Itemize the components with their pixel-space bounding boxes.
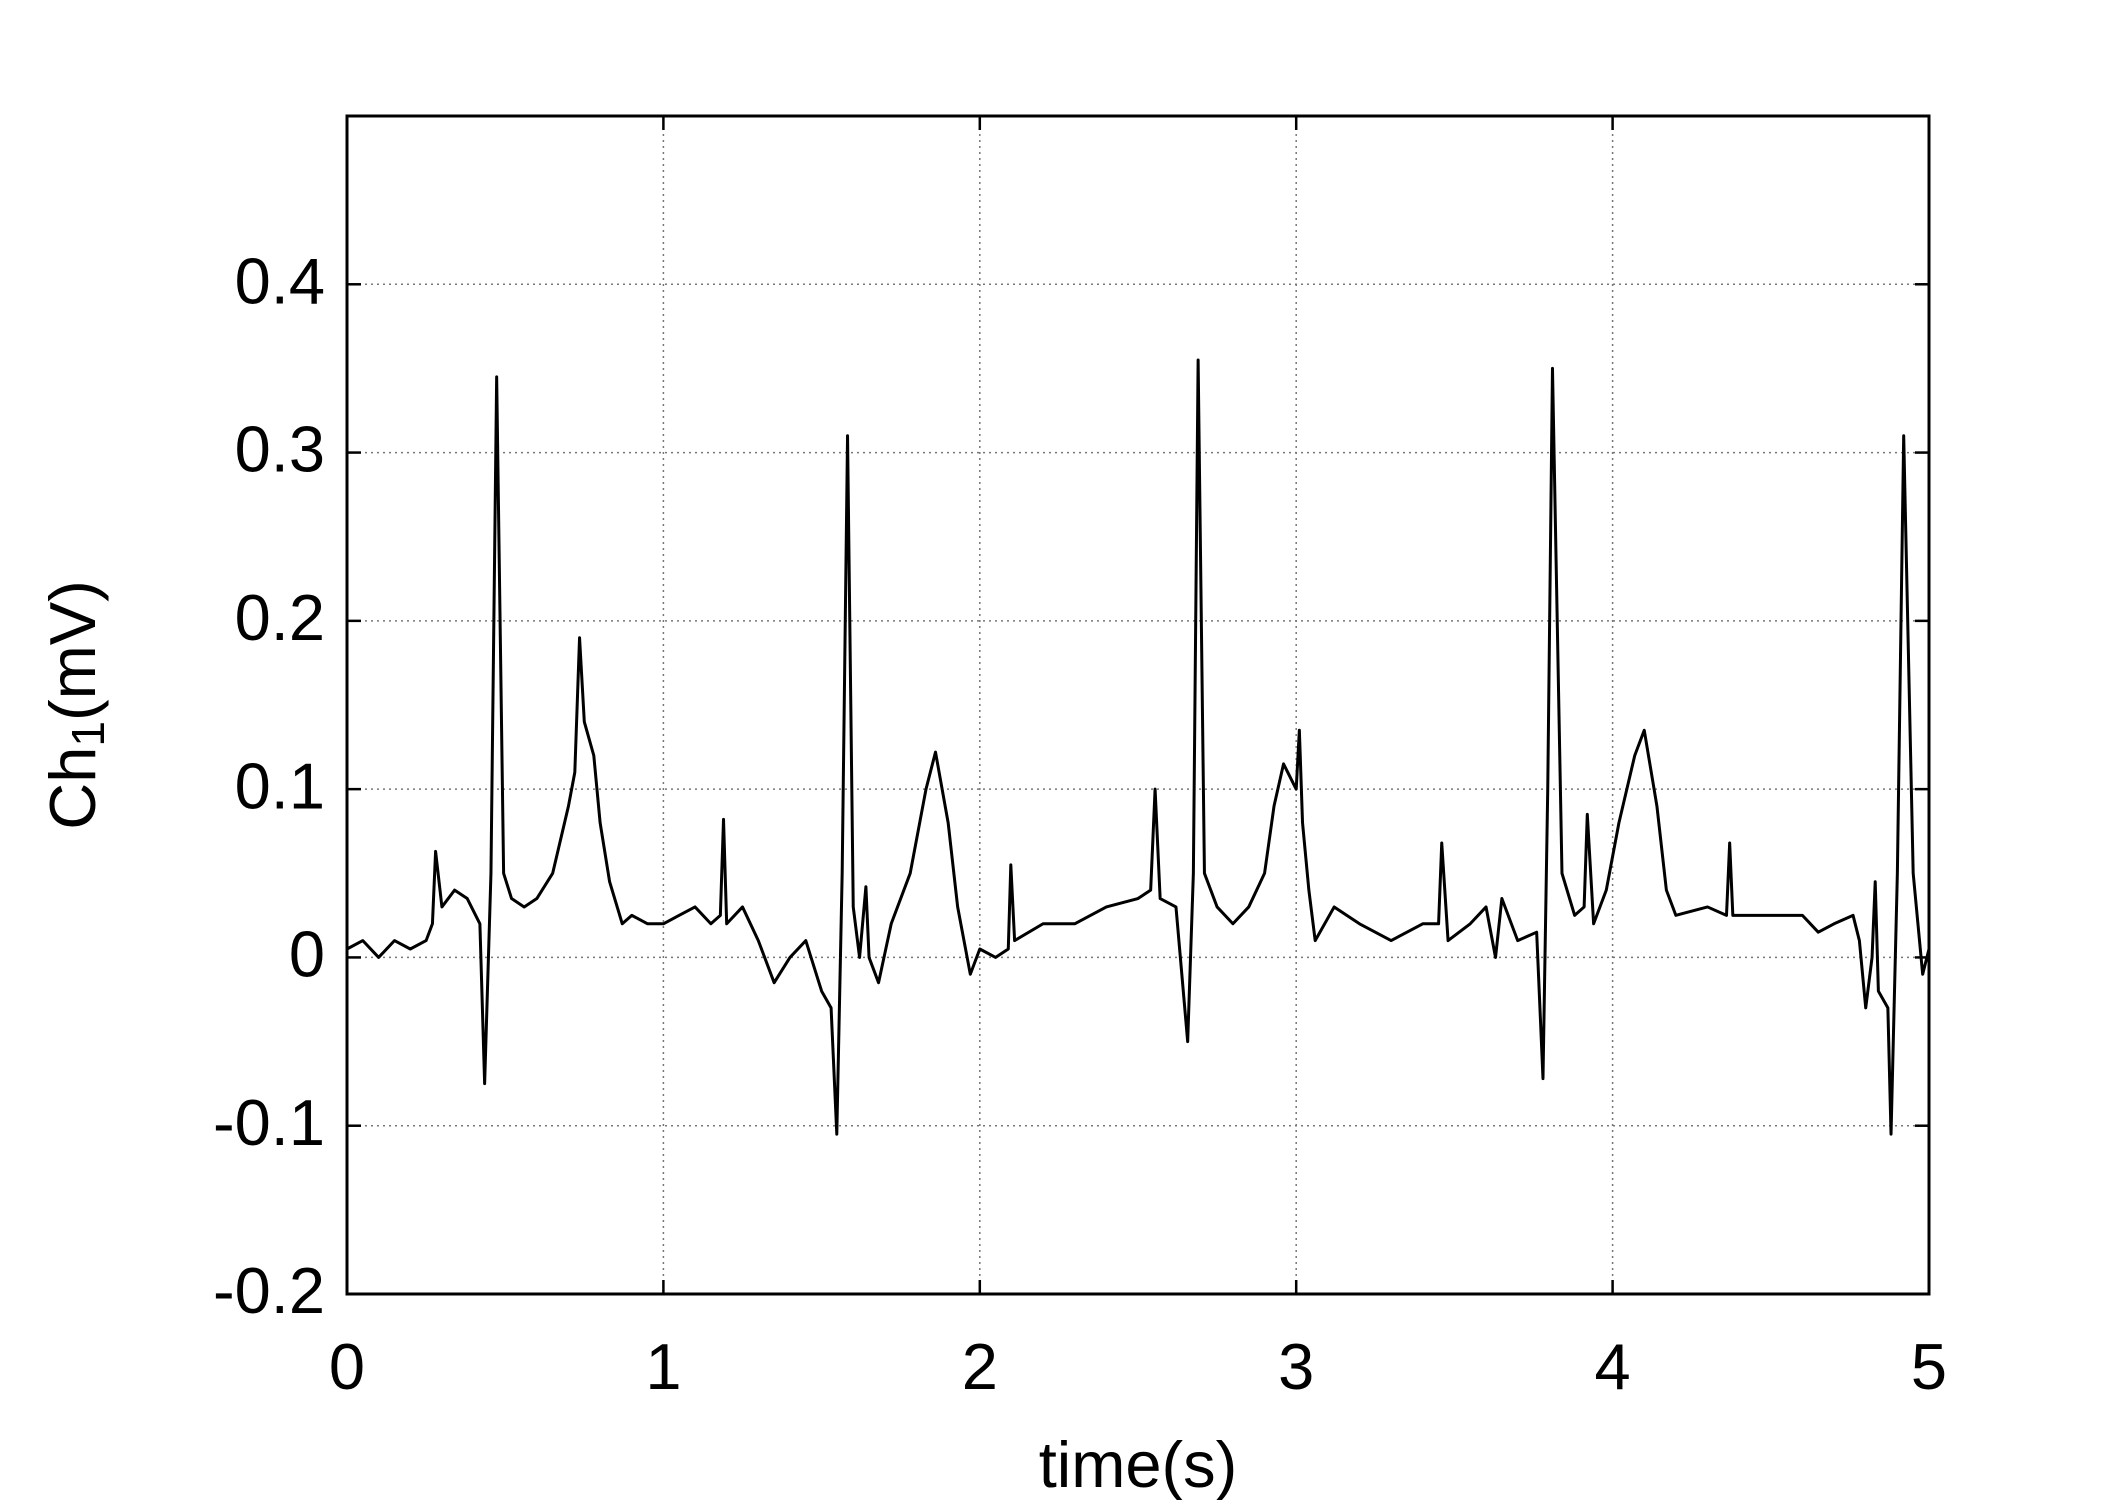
plot-frame bbox=[345, 114, 1931, 1296]
y-label-main: Ch bbox=[36, 747, 109, 830]
x-tick-label: 4 bbox=[1595, 1330, 1631, 1403]
x-axis-label: time(s) bbox=[1039, 1428, 1238, 1500]
y-label-subscript: 1 bbox=[62, 721, 114, 747]
y-tick-label: -0.1 bbox=[213, 1086, 325, 1159]
y-tick-label: -0.2 bbox=[213, 1254, 325, 1327]
y-axis-label: Ch1(mV) bbox=[36, 580, 114, 829]
signal-line bbox=[346, 358, 1931, 1136]
x-tick-label: 5 bbox=[1911, 1330, 1947, 1403]
y-tick-label: 0 bbox=[289, 918, 325, 991]
y-label-unit: (mV) bbox=[36, 580, 109, 721]
x-tick-label: 2 bbox=[962, 1330, 998, 1403]
x-tick-label: 3 bbox=[1278, 1330, 1314, 1403]
y-tick-label: 0.2 bbox=[235, 581, 325, 654]
y-tick-label: 0.3 bbox=[235, 413, 325, 486]
y-tick-label: 0.1 bbox=[235, 749, 325, 822]
x-tick-label: 1 bbox=[645, 1330, 681, 1403]
x-tick-label: 0 bbox=[329, 1330, 365, 1403]
y-tick-label: 0.4 bbox=[235, 244, 325, 317]
